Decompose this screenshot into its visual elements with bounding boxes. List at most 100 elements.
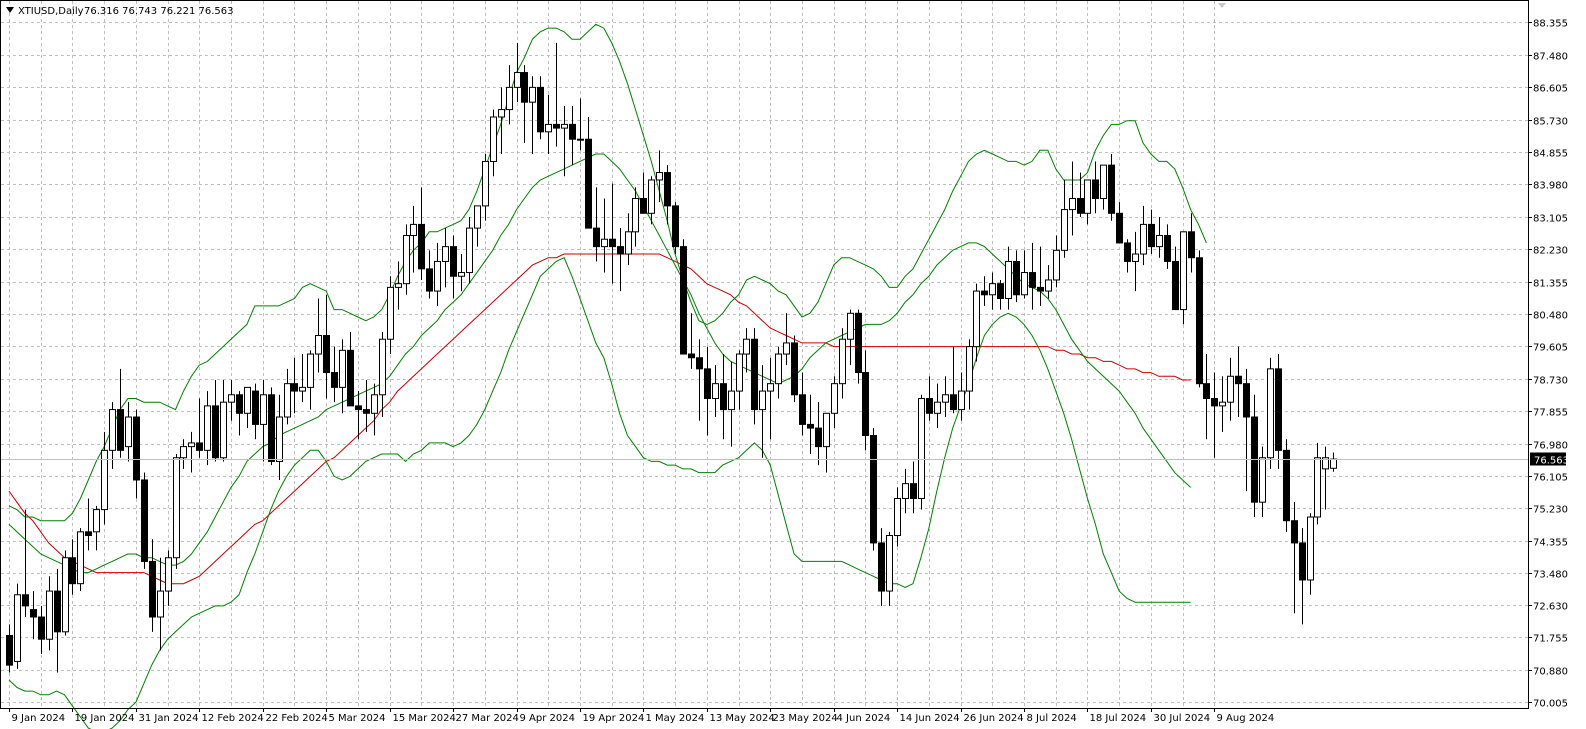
candle-body-bullish <box>307 353 314 388</box>
candle-body-bullish <box>1227 375 1234 403</box>
candle-body-bullish <box>315 335 322 355</box>
candle-body-bullish <box>276 416 283 462</box>
time-axis-label: 19 Jan 2024 <box>75 713 135 724</box>
candle-body-bearish <box>1196 257 1203 385</box>
candle-body-bearish <box>680 246 687 355</box>
candle-body-bullish <box>395 283 402 288</box>
candle-body-bullish <box>1322 457 1329 470</box>
time-axis-label: 27 Mar 2024 <box>456 713 519 724</box>
candle-body-bullish <box>180 446 187 459</box>
candle-body-bearish <box>291 383 298 392</box>
candle-body-bearish <box>688 353 695 359</box>
price-axis-label: 76.105 <box>1533 473 1568 484</box>
candle-body-bullish <box>188 442 195 448</box>
candle-body-bullish <box>958 390 965 411</box>
candle-body-bearish <box>149 560 156 618</box>
candle-body-bearish <box>1148 223 1155 248</box>
candle-body-bullish <box>403 235 410 285</box>
candle-body-bearish <box>236 394 243 414</box>
candle-body-bearish <box>1116 212 1123 244</box>
bollinger-lower-line <box>8 257 1191 729</box>
time-axis-label: 12 Feb 2024 <box>202 713 264 724</box>
price-axis-label: 73.480 <box>1533 570 1568 581</box>
plot-frame <box>0 0 1529 709</box>
candle-body-bullish <box>743 338 750 355</box>
candle-body-bullish <box>1061 209 1068 251</box>
candle-body-bullish <box>823 412 830 448</box>
price-axis-label: 81.355 <box>1533 279 1568 290</box>
candle-body-bearish <box>862 372 869 437</box>
candle-body-bearish <box>1172 260 1179 311</box>
candle-body-bearish <box>38 616 45 640</box>
candle-body-bearish <box>347 349 354 407</box>
candle-body-bullish <box>204 405 211 451</box>
time-axis-label: 9 Aug 2024 <box>1217 713 1275 724</box>
time-axis-label: 31 Jan 2024 <box>139 713 199 724</box>
price-axis-label: 79.605 <box>1533 343 1568 354</box>
candle-body-bearish <box>196 442 203 451</box>
candle-body-bullish <box>1219 401 1226 407</box>
candle-body-bullish <box>260 394 267 425</box>
candle-body-bearish <box>696 357 703 370</box>
candle-body-bearish <box>855 312 862 374</box>
candle-body-bullish <box>458 272 465 277</box>
candle-body-bullish <box>1069 197 1076 211</box>
candle-body-bearish <box>878 542 885 592</box>
symbol-dropdown-icon[interactable] <box>6 7 14 13</box>
candle-body-bullish <box>1084 179 1091 214</box>
candle-body-bullish <box>173 457 180 559</box>
price-axis-label: 86.605 <box>1533 84 1568 95</box>
candle-body-bearish <box>672 205 679 248</box>
time-axis[interactable]: 9 Jan 2024 19 Jan 2024 31 Jan 2024 12 Feb 2… <box>9 708 1275 724</box>
candle-body-bearish <box>569 123 576 140</box>
price-axis-label: 72.630 <box>1533 602 1568 613</box>
candle-body-bullish <box>498 109 505 118</box>
candle-body-bearish <box>617 246 624 255</box>
candle-body-bearish <box>593 227 600 248</box>
candle-body-bullish <box>1100 164 1107 199</box>
candle-body-bullish <box>410 223 417 237</box>
candle-body-bullish <box>434 260 441 292</box>
time-axis-label: 4 Jun 2024 <box>837 713 891 724</box>
candle-body-bullish <box>656 172 663 181</box>
candle-body-bullish <box>529 86 536 103</box>
candle-body-bullish <box>220 401 227 459</box>
ohlc-label: 76.316 76.743 76.221 76.563 <box>84 6 234 17</box>
candle-body-bullish <box>712 383 719 399</box>
price-axis-label: 76.980 <box>1533 441 1568 452</box>
candle-body-bullish <box>601 238 608 248</box>
candle-body-bullish <box>767 383 774 392</box>
chart-shift-icon[interactable] <box>1218 3 1226 8</box>
time-axis-label: 8 Jul 2024 <box>1027 713 1077 724</box>
candle-body-bullish <box>847 312 854 340</box>
candle-body-bullish <box>625 231 632 255</box>
candle-body-bearish <box>252 390 259 425</box>
candles-layer <box>6 42 1337 673</box>
candle-body-bullish <box>1053 249 1060 281</box>
candle-body-bullish <box>1180 231 1187 311</box>
candle-body-bullish <box>77 531 84 585</box>
candle-body-bearish <box>1203 383 1210 399</box>
candle-body-bullish <box>989 283 996 296</box>
candle-body-bullish <box>839 338 846 385</box>
candle-body-bearish <box>426 268 433 292</box>
time-axis-label: 23 May 2024 <box>773 713 838 724</box>
candle-body-bullish <box>62 557 69 633</box>
bollinger-middle-line <box>8 153 1191 574</box>
candle-body-bullish <box>482 160 489 207</box>
candle-body-bullish <box>632 197 639 233</box>
candle-body-bullish <box>1132 253 1139 262</box>
candle-body-bearish <box>720 383 727 411</box>
symbol-label: XTIUSD,Daily <box>18 6 84 17</box>
time-axis-label: 9 Apr 2024 <box>520 713 575 724</box>
candle-body-bullish <box>886 535 893 592</box>
candle-body-bullish <box>728 390 735 411</box>
candle-body-bearish <box>997 283 1004 299</box>
candle-body-bearish <box>331 372 338 388</box>
candle-body-bearish <box>1029 272 1036 288</box>
price-axis[interactable]: 88.355 87.480 86.605 85.730 84.855 83.980 83.1… <box>1528 19 1568 710</box>
candle-body-bearish <box>323 335 330 374</box>
candle-body-bullish <box>902 483 909 499</box>
